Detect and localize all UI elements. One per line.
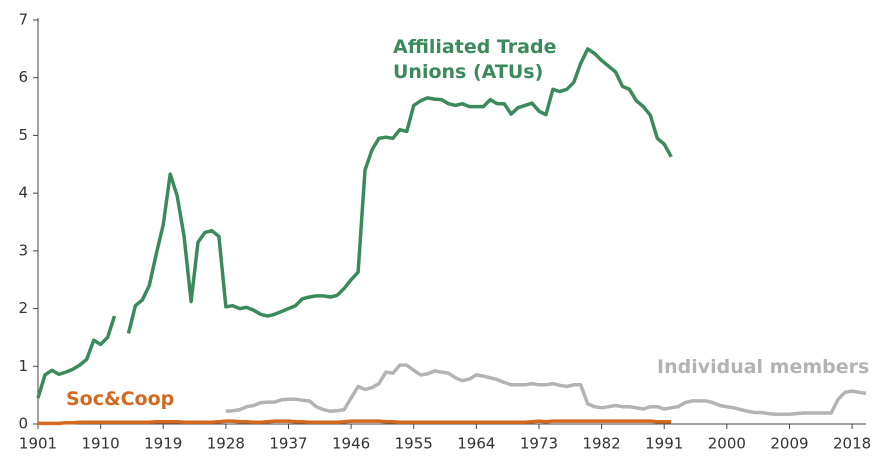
y-tick-label: 2: [18, 299, 28, 317]
y-tick-label: 7: [18, 11, 28, 29]
x-tick-label: 1919: [144, 435, 182, 453]
x-tick-label: 2018: [833, 435, 871, 453]
y-tick-label: 6: [18, 68, 28, 86]
x-tick-label: 1901: [19, 435, 57, 453]
x-tick-label: 1973: [520, 435, 558, 453]
y-tick-label: 4: [18, 184, 28, 202]
x-tick-label: 2009: [770, 435, 808, 453]
x-tick-label: 1964: [457, 435, 495, 453]
series-line: [36, 47, 673, 399]
x-tick-label: 1928: [207, 435, 245, 453]
y-tick-label: 5: [18, 126, 28, 144]
x-tick-label: 2000: [708, 435, 746, 453]
x-tick-label: 1991: [645, 435, 683, 453]
series-label: Individual members: [657, 356, 870, 378]
x-tick-label: 1937: [269, 435, 307, 453]
x-tick-label: 1946: [332, 435, 370, 453]
y-tick-label: 0: [18, 415, 28, 433]
series-label: Soc&Coop: [66, 388, 175, 410]
series-line: [38, 419, 672, 426]
y-tick-label: 1: [18, 357, 28, 375]
series-label: Affiliated Trade Unions (ATUs): [393, 36, 557, 83]
x-tick-label: 1910: [82, 435, 120, 453]
y-tick-label: 3: [18, 241, 28, 259]
x-tick-label: 1982: [583, 435, 621, 453]
series-line: [225, 363, 867, 416]
x-tick-label: 1955: [395, 435, 433, 453]
